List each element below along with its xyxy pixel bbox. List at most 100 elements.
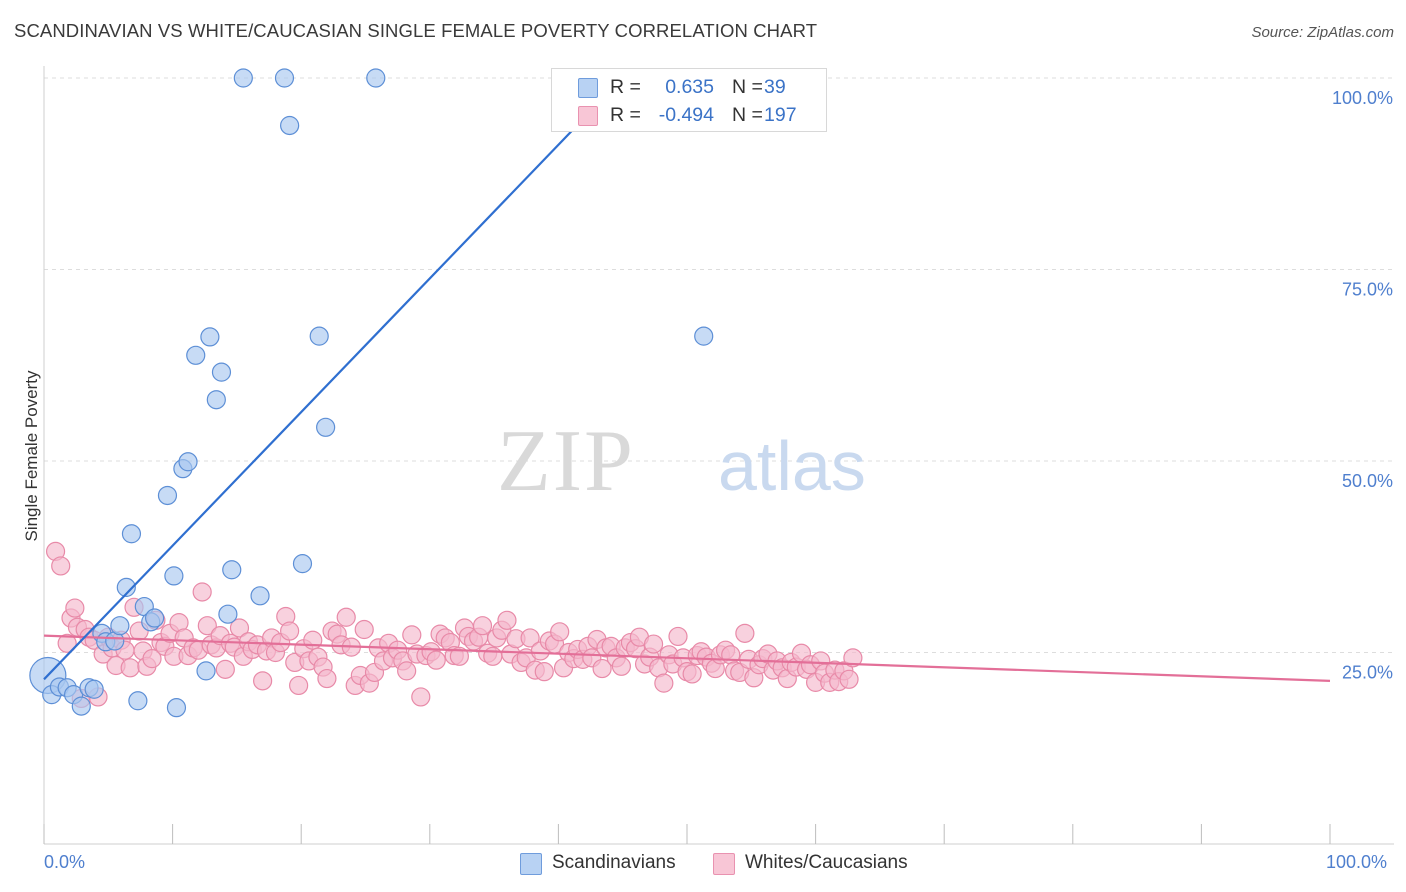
whites-caucasians-point	[197, 616, 217, 636]
whites-caucasians-point	[215, 659, 235, 679]
scandinavian-point	[694, 326, 714, 346]
whites-caucasians-point	[449, 646, 469, 666]
scandinavian-point	[157, 485, 178, 506]
scandinavian-point	[186, 345, 206, 365]
whites-caucasians-point	[253, 671, 273, 691]
scandinavian-point	[144, 608, 165, 628]
whites-caucasians-trend-line	[43, 634, 1331, 682]
legend-n-label: N =	[732, 104, 763, 126]
whites-caucasians-point	[289, 675, 309, 696]
whites-caucasians-point	[192, 582, 212, 602]
scandinavian-point	[116, 577, 136, 597]
scandinavian-point	[121, 524, 142, 544]
whites-caucasians-point	[397, 661, 417, 681]
legend-label: Scandinavians	[552, 852, 676, 873]
whites-caucasians-point	[426, 650, 446, 670]
scandinavian-point	[250, 586, 270, 606]
legend-r-value: 0.635	[665, 76, 714, 98]
scandinavian-point	[211, 362, 232, 382]
legend-swatch-pink	[578, 106, 598, 126]
y-tick-label: 50.0%	[1342, 471, 1393, 491]
scandinavian-point	[274, 68, 295, 88]
legend-n-value: 197	[764, 104, 797, 126]
whites-caucasians-point	[735, 623, 755, 643]
svg-text:atlas: atlas	[718, 427, 866, 505]
scandinavian-point	[128, 691, 148, 711]
whites-caucasians-point	[336, 607, 356, 627]
whites-caucasians-point	[592, 658, 612, 679]
whites-caucasians-point	[520, 628, 540, 648]
scandinavian-point	[233, 68, 253, 88]
whites-caucasians-point	[483, 646, 503, 666]
chart-title: SCANDINAVIAN VS WHITE/CAUCASIAN SINGLE F…	[14, 20, 818, 41]
whites-caucasians-point	[643, 634, 664, 654]
y-tick-label: 25.0%	[1342, 663, 1393, 683]
whites-caucasians-point	[120, 658, 140, 678]
scandinavian-point	[166, 698, 187, 718]
whites-caucasians-point	[682, 664, 702, 684]
legend-r-label: R =	[610, 104, 641, 126]
axis-layer	[43, 66, 1394, 845]
scandinavian-point	[84, 679, 104, 699]
scandinavian-point	[222, 560, 242, 580]
legend-label: Whites/Caucasians	[745, 852, 908, 873]
whites-caucasians-point	[668, 626, 688, 647]
y-tick-label: 100.0%	[1332, 88, 1393, 108]
whites-caucasians-point	[51, 556, 71, 576]
legend-swatch-pink	[713, 853, 735, 875]
whites-caucasians-point	[303, 630, 323, 650]
scandinavian-point	[206, 390, 226, 410]
whites-caucasians-point	[229, 618, 250, 638]
y-tick-label: 75.0%	[1342, 280, 1393, 300]
scandinavian-point	[71, 696, 91, 716]
scandinavian-point	[164, 566, 184, 586]
scandinavian-point	[316, 417, 336, 437]
scandinavians-points	[29, 68, 714, 718]
scandinavian-point	[366, 68, 386, 88]
x-tick-label-max: 100.0%	[1326, 852, 1388, 872]
whites-caucasians-point	[411, 687, 431, 707]
whites-caucasians-point	[839, 669, 859, 689]
whites-caucasians-point	[57, 633, 77, 653]
source-label: Source: ZipAtlas.com	[1251, 24, 1394, 41]
whites-caucasians-point	[497, 610, 517, 630]
whites-caucasians-point	[843, 648, 863, 668]
whites-caucasians-point	[65, 598, 85, 618]
whites-caucasians-points	[45, 541, 863, 709]
scandinavian-point	[178, 452, 198, 472]
whites-caucasians-point	[534, 662, 554, 682]
legend-r-value: -0.494	[658, 104, 714, 126]
scandinavian-point	[280, 115, 300, 136]
correlation-legend: R = 0.635 N = 39 R = -0.494 N = 197	[551, 68, 827, 132]
whites-caucasians-point	[611, 656, 632, 676]
watermark: ZIP atlas	[497, 413, 866, 510]
scandinavian-point	[200, 327, 220, 347]
whites-caucasians-point	[142, 649, 162, 669]
legend-row-whites: R = -0.494 N = 197	[552, 100, 826, 128]
scandinavian-point	[196, 661, 216, 681]
svg-text:ZIP: ZIP	[497, 413, 635, 510]
grid-layer	[44, 77, 1394, 653]
legend-n-label: N =	[732, 76, 763, 98]
whites-caucasians-point	[354, 619, 374, 640]
whites-caucasians-point	[654, 673, 674, 693]
scandinavian-point	[110, 616, 130, 636]
legend-row-scandinavians: R = 0.635 N = 39	[552, 72, 826, 100]
legend-swatch-blue	[578, 78, 598, 98]
whites-caucasians-point	[550, 622, 570, 642]
trend-lines	[43, 77, 1331, 682]
whites-caucasians-point	[317, 668, 337, 689]
legend-swatch-blue	[520, 853, 542, 875]
scandinavian-point	[309, 326, 329, 346]
legend-r-label: R =	[610, 76, 641, 98]
y-tick-labels: 25.0% 50.0% 75.0% 100.0%	[1332, 88, 1393, 683]
scandinavian-point	[292, 554, 313, 574]
whites-caucasians-point	[472, 616, 493, 636]
x-tick-label-min: 0.0%	[44, 852, 86, 872]
scandinavians-trend-line	[43, 77, 624, 681]
whites-caucasians-point	[280, 621, 300, 641]
legend-n-value: 39	[764, 76, 786, 98]
scandinavian-point	[218, 604, 238, 624]
whites-caucasians-point	[402, 625, 422, 645]
